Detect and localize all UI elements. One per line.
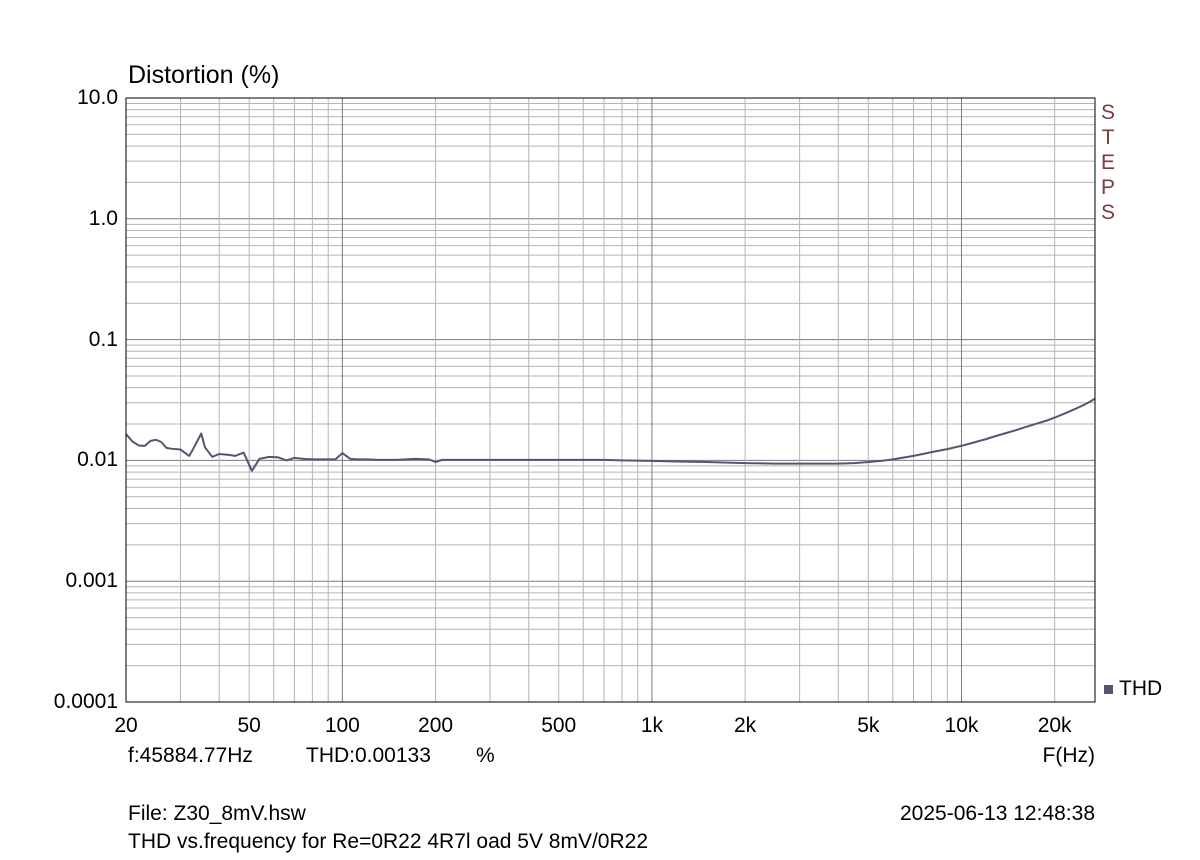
y-tick-label: 0.01 [77,448,118,472]
steps-letter: P [1100,176,1115,199]
x-tick-label: 20 [114,714,138,737]
y-tick-label: 10.0 [77,86,118,109]
y-tick-label: 0.001 [65,569,118,593]
x-tick-label: 500 [541,714,577,737]
x-tick-label: 5k [857,714,880,737]
steps-letter: E [1100,151,1115,174]
cursor-frequency: f:45884.77Hz [128,744,253,767]
x-tick-label: 10k [944,714,979,737]
file-name: File: Z30_8mV.hsw [128,802,306,825]
chart-description: THD vs.frequency for Re=0R22 4R7l oad 5V… [128,830,649,853]
y-tick-label: 0.1 [88,327,118,351]
legend-label: THD [1119,677,1163,700]
steps-letter: S [1100,101,1115,124]
x-tick-label: 50 [237,714,261,737]
cursor-thd: THD:0.00133 [306,744,431,767]
x-tick-label: 200 [418,714,454,737]
x-tick-label: 2k [734,714,757,737]
series-layer [125,397,1096,472]
plot-frame [125,97,1096,703]
legend: THD [1104,677,1162,701]
timestamp: 2025-06-13 12:48:38 [900,802,1095,825]
x-tick-label: 1k [640,714,663,737]
y-tick-label: 0.0001 [53,690,118,713]
x-tick-label: 100 [324,714,360,737]
series-line-thd [125,397,1096,472]
x-axis-label: F(Hz) [1042,744,1095,767]
chart-title: Distortion (%) [128,61,280,89]
legend-swatch [1104,684,1113,694]
steps-letter: S [1100,201,1115,224]
grid-lines [125,98,1095,703]
cursor-unit: % [476,744,495,767]
x-tick-label: 20k [1037,714,1072,737]
y-tick-label: 1.0 [88,206,118,230]
steps-letter: T [1101,126,1115,149]
